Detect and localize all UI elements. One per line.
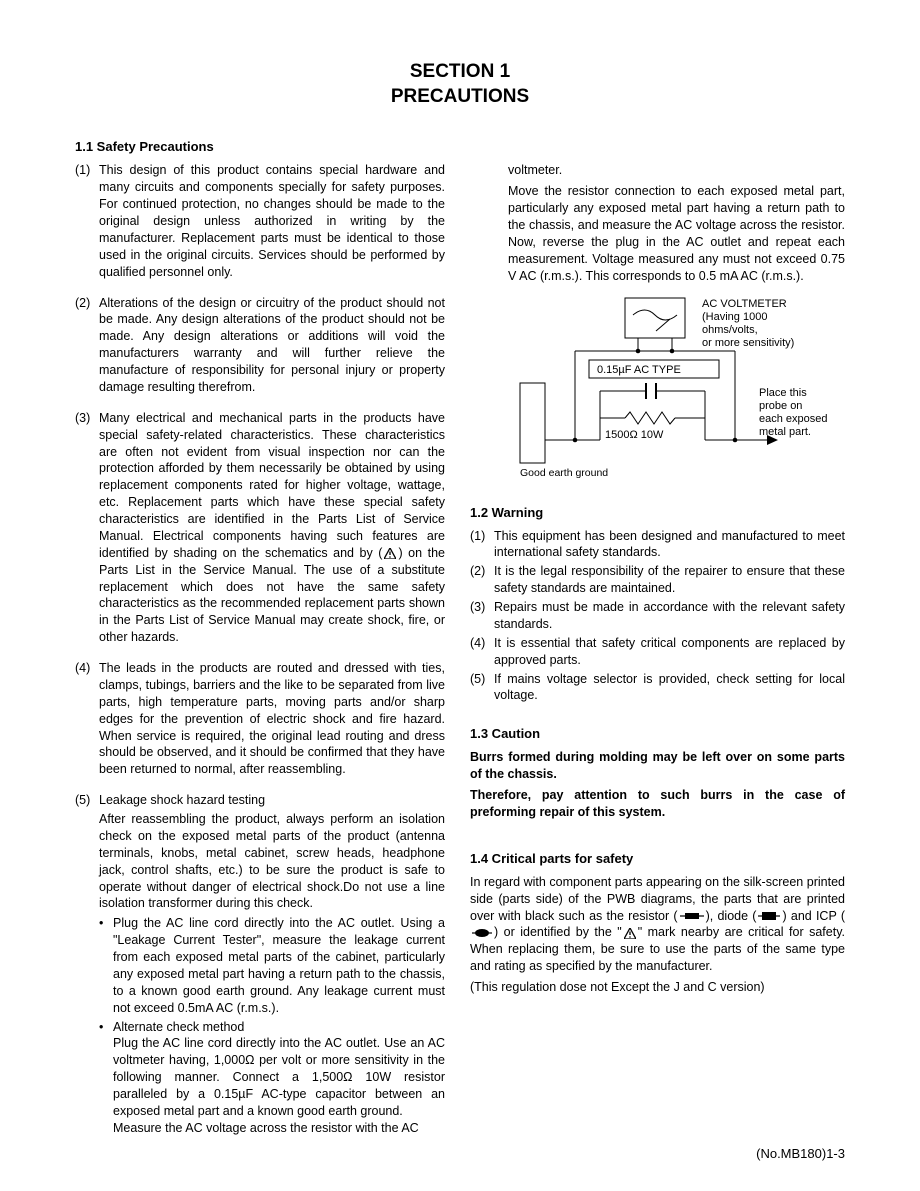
item-body: This equipment has been designed and man… <box>494 528 845 562</box>
item-num: (4) <box>75 660 99 778</box>
item-body: If mains voltage selector is provided, c… <box>494 671 845 705</box>
item-num: (4) <box>470 635 494 669</box>
sp-item-1: (1) This design of this product contains… <box>75 162 445 280</box>
sp-item-2: (2) Alterations of the design or circuit… <box>75 295 445 396</box>
col2-voltmeter: voltmeter. <box>508 162 845 179</box>
subsection-1-1-title: 1.1 Safety Precautions <box>75 139 845 154</box>
warning-triangle-icon <box>624 928 636 939</box>
item-num: (2) <box>470 563 494 597</box>
warn-item: (3) Repairs must be made in accordance w… <box>470 599 845 633</box>
voltmeter-sub1: (Having 1000 <box>702 311 767 323</box>
item-body: The leads in the products are routed and… <box>99 660 445 778</box>
item-body: Alterations of the design or circuitry o… <box>99 295 445 396</box>
probe-l3: each exposed <box>759 413 828 425</box>
item-body: Repairs must be made in accordance with … <box>494 599 845 633</box>
sp-item-5: (5) Leakage shock hazard testing <box>75 792 445 809</box>
item3-pre: Many electrical and mechanical parts in … <box>99 411 445 560</box>
probe-l2: probe on <box>759 400 802 412</box>
sp-item-4: (4) The leads in the products are routed… <box>75 660 445 778</box>
measurement-circuit-diagram: AC VOLTMETER (Having 1000 ohms/volts, or… <box>470 293 845 483</box>
warn-item: (5) If mains voltage selector is provide… <box>470 671 845 705</box>
b2-body2: Measure the AC voltage across the resist… <box>113 1121 419 1135</box>
col2-move: Move the resistor connection to each exp… <box>508 183 845 284</box>
voltmeter-sub3: or more sensitivity) <box>702 337 794 349</box>
section-line1: SECTION 1 <box>75 60 845 85</box>
voltmeter-label: AC VOLTMETER <box>702 298 787 310</box>
probe-l4: metal part. <box>759 426 811 438</box>
sp-item-5-bullet-1: • Plug the AC line cord directly into th… <box>99 915 445 1016</box>
sp-item-5-body: After reassembling the product, always p… <box>99 811 445 912</box>
warn-item: (1) This equipment has been designed and… <box>470 528 845 562</box>
bullet-body: Plug the AC line cord directly into the … <box>113 915 445 1016</box>
b2-body: Plug the AC line cord directly into the … <box>113 1036 445 1118</box>
item-num: (1) <box>470 528 494 562</box>
item3-post: ) on the Parts List in the Service Manua… <box>99 546 445 644</box>
item-body: Leakage shock hazard testing <box>99 792 445 809</box>
warn-item: (4) It is essential that safety critical… <box>470 635 845 669</box>
critical-parts-last: (This regulation dose not Except the J a… <box>470 979 845 996</box>
item-num: (5) <box>470 671 494 705</box>
item-num: (3) <box>470 599 494 633</box>
warning-list: (1) This equipment has been designed and… <box>470 528 845 705</box>
critical-parts-para: In regard with component parts appearing… <box>470 874 845 975</box>
resistor-symbol-icon <box>680 911 704 921</box>
caution-p2: Therefore, pay attention to such burrs i… <box>470 787 845 821</box>
item-num: (3) <box>75 410 99 646</box>
item-body: This design of this product contains spe… <box>99 162 445 280</box>
probe-l1: Place this <box>759 387 807 399</box>
content-columns: (1) This design of this product contains… <box>75 162 845 1138</box>
item-body: It is the legal responsibility of the re… <box>494 563 845 597</box>
crit-mid1: ), diode ( <box>706 909 757 923</box>
warn-item: (2) It is the legal responsibility of th… <box>470 563 845 597</box>
right-column: voltmeter. Move the resistor connection … <box>470 162 845 1138</box>
section-line2: PRECAUTIONS <box>75 85 845 110</box>
left-column: (1) This design of this product contains… <box>75 162 445 1138</box>
crit-mid2: ) and ICP ( <box>782 909 845 923</box>
capacitor-label: 0.15µF AC TYPE <box>597 364 681 376</box>
resistor-label: 1500Ω 10W <box>605 429 664 441</box>
bullet-dot: • <box>99 915 113 1016</box>
warning-triangle-icon <box>384 548 396 559</box>
item-num: (2) <box>75 295 99 396</box>
caution-p1: Burrs formed during molding may be left … <box>470 749 845 783</box>
crit-mid3: ) or identified by the " <box>494 925 622 939</box>
voltmeter-sub2: ohms/volts, <box>702 324 758 336</box>
subsection-1-3-title: 1.3 Caution <box>470 726 845 741</box>
item-body: It is essential that safety critical com… <box>494 635 845 669</box>
bullet-body: Alternate check method Plug the AC line … <box>113 1019 445 1137</box>
subsection-1-4-title: 1.4 Critical parts for safety <box>470 851 845 866</box>
page-footer: (No.MB180)1-3 <box>756 1146 845 1161</box>
item-body: Many electrical and mechanical parts in … <box>99 410 445 646</box>
section-title: SECTION 1 PRECAUTIONS <box>75 60 845 109</box>
icp-symbol-icon <box>472 928 492 938</box>
sp-item-3: (3) Many electrical and mechanical parts… <box>75 410 445 646</box>
b2-title: Alternate check method <box>113 1020 244 1034</box>
item-num: (1) <box>75 162 99 280</box>
sp-item-5-bullet-2: • Alternate check method Plug the AC lin… <box>99 1019 445 1137</box>
bullet-dot: • <box>99 1019 113 1137</box>
item-num: (5) <box>75 792 99 809</box>
subsection-1-2-title: 1.2 Warning <box>470 505 845 520</box>
diode-symbol-icon <box>758 911 780 921</box>
ground-label: Good earth ground <box>520 467 608 479</box>
